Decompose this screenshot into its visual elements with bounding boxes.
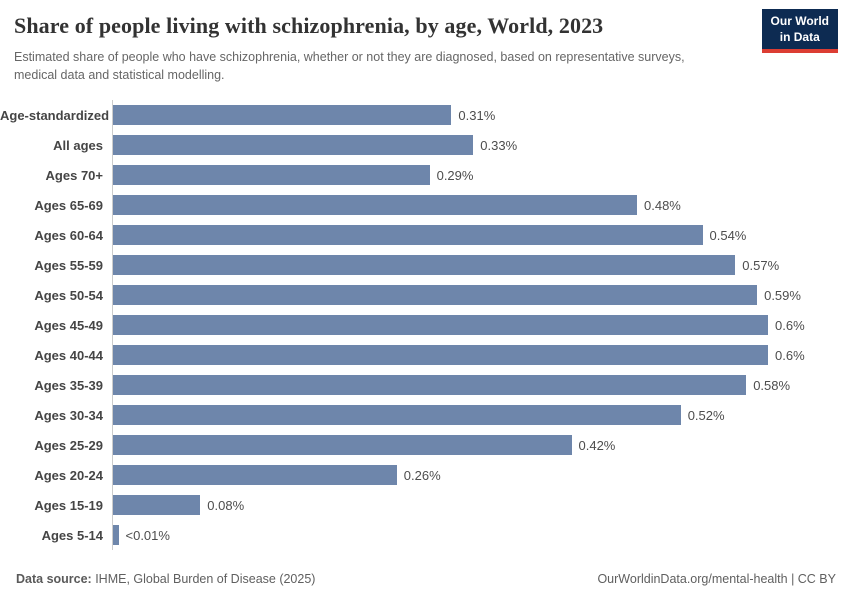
- category-label: All ages: [53, 137, 103, 153]
- category-label: Ages 50-54: [34, 287, 103, 303]
- bar: [113, 285, 758, 306]
- chart-footer: Data source: IHME, Global Burden of Dise…: [16, 572, 836, 586]
- bar: [113, 315, 768, 336]
- bar-row: Ages 5-14 <0.01%: [0, 520, 850, 551]
- bar-track: 0.6%: [112, 310, 805, 341]
- bar-track: 0.26%: [112, 460, 772, 491]
- bar: [113, 195, 637, 216]
- bar-row: Ages 15-19 0.08%: [0, 490, 850, 521]
- bar: [113, 255, 736, 276]
- category-label: Ages 40-44: [34, 347, 103, 363]
- chart-subtitle: Estimated share of people who have schiz…: [14, 50, 685, 83]
- value-label: 0.58%: [753, 377, 791, 393]
- bar-row: Ages 55-59 0.57%: [0, 250, 850, 281]
- category-label: Ages 70+: [45, 167, 103, 183]
- category-label: Ages 30-34: [34, 407, 103, 423]
- bar-track: 0.42%: [112, 430, 772, 461]
- bar-track: 0.57%: [112, 250, 779, 281]
- bar-row: Ages 25-29 0.42%: [0, 430, 850, 461]
- value-label: 0.33%: [480, 137, 518, 153]
- category-label: Ages 15-19: [34, 497, 103, 513]
- chart-header: Share of people living with schizophreni…: [0, 0, 850, 84]
- bar-row: Age-standardized 0.31%: [0, 100, 850, 131]
- category-label: Age-standardized: [0, 107, 110, 123]
- bar: [113, 225, 703, 246]
- bar-track: 0.33%: [112, 130, 772, 161]
- category-label: Ages 65-69: [34, 197, 103, 213]
- bar-row: Ages 50-54 0.59%: [0, 280, 850, 311]
- bar-row: Ages 40-44 0.6%: [0, 340, 850, 371]
- bar: [113, 525, 119, 546]
- category-label: Ages 45-49: [34, 317, 103, 333]
- category-label: Ages 25-29: [34, 437, 103, 453]
- category-label: Ages 60-64: [34, 227, 103, 243]
- bar: [113, 165, 430, 186]
- owid-logo-line2: in Data: [779, 29, 820, 44]
- bar-row: Ages 65-69 0.48%: [0, 190, 850, 221]
- bar-track: 0.48%: [112, 190, 772, 221]
- value-label: 0.6%: [775, 347, 805, 363]
- license-link: OurWorldinData.org/mental-health | CC BY: [597, 572, 836, 586]
- value-label: 0.42%: [578, 437, 616, 453]
- value-label: 0.57%: [742, 257, 780, 273]
- bar-track: 0.54%: [112, 220, 772, 251]
- bar-row: Ages 70+ 0.29%: [0, 160, 850, 191]
- bar-row: Ages 20-24 0.26%: [0, 460, 850, 491]
- data-source-text: IHME, Global Burden of Disease (2025): [91, 572, 316, 586]
- owid-logo: Our World in Data: [761, 9, 838, 54]
- value-label: 0.26%: [403, 467, 441, 483]
- bar-row: Ages 60-64 0.54%: [0, 220, 850, 251]
- value-label: 0.29%: [436, 167, 474, 183]
- value-label: 0.31%: [458, 107, 496, 123]
- value-label: 0.54%: [709, 227, 747, 243]
- bar-row: All ages 0.33%: [0, 130, 850, 161]
- bar: [113, 105, 452, 126]
- category-label: Ages 35-39: [34, 377, 103, 393]
- bar-track: <0.01%: [112, 520, 772, 551]
- bar-track: 0.08%: [112, 490, 772, 521]
- value-label: 0.48%: [644, 197, 681, 213]
- value-label: 0.59%: [764, 287, 801, 303]
- owid-logo-line1: Our World: [770, 14, 829, 28]
- bar-track: 0.31%: [112, 100, 772, 131]
- category-label: Ages 20-24: [34, 467, 103, 483]
- bar-track: 0.6%: [112, 340, 805, 371]
- data-source-label: Data source:: [16, 572, 92, 586]
- bar-track: 0.59%: [112, 280, 801, 311]
- category-label: Ages 55-59: [34, 257, 103, 273]
- bar-track: 0.52%: [112, 400, 772, 431]
- bar: [113, 465, 397, 486]
- bar: [113, 375, 747, 396]
- value-label: 0.08%: [207, 497, 245, 513]
- bar-row: Ages 45-49 0.6%: [0, 310, 850, 341]
- bar: [113, 405, 681, 426]
- page-title: Share of people living with schizophreni…: [14, 13, 604, 38]
- bar-row: Ages 35-39 0.58%: [0, 370, 850, 401]
- chart-rows: Age-standardized 0.31% All ages 0.33% Ages 7…: [0, 100, 850, 551]
- bar-track: 0.58%: [112, 370, 790, 401]
- bar: [113, 135, 474, 156]
- bar: [113, 495, 201, 516]
- value-label: <0.01%: [125, 527, 170, 543]
- bar: [113, 345, 768, 366]
- category-label: Ages 5-14: [41, 527, 103, 543]
- data-source: Data source: IHME, Global Burden of Dise…: [16, 572, 315, 586]
- value-label: 0.52%: [687, 407, 725, 423]
- bar-track: 0.29%: [112, 160, 772, 191]
- bar: [113, 435, 572, 456]
- bar-row: Ages 30-34 0.52%: [0, 400, 850, 431]
- bar-chart: Age-standardized 0.31% All ages 0.33% Ages 7…: [0, 100, 850, 551]
- value-label: 0.6%: [775, 317, 805, 333]
